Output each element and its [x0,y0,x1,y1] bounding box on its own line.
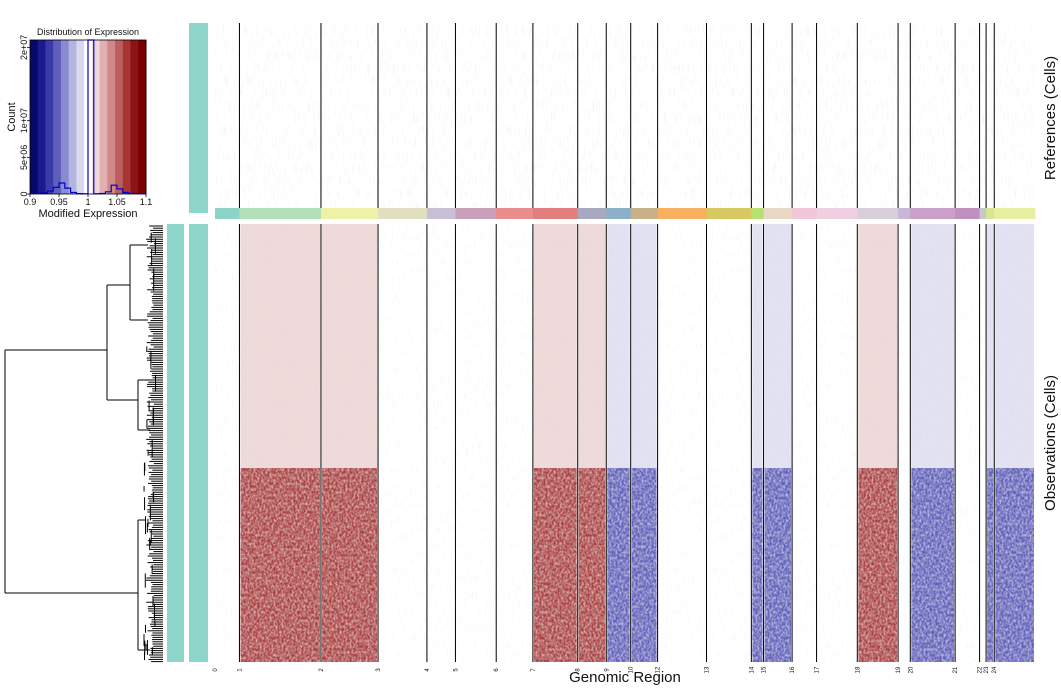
key-color-swatch [99,40,108,194]
key-x-tick-label: 1 [85,197,90,207]
chromosome-strip-segment [979,208,987,219]
chromosome-label: 21 [953,666,959,673]
chromosome-strip-segment [792,208,817,219]
chromosome-label: 0 [213,668,219,672]
reference-heatmap [215,23,1035,213]
key-color-swatch [138,40,147,194]
chromosome-strip-segment [994,208,1036,219]
observations-label: Observations (Cells) [1042,375,1059,511]
key-y-tick-label: 1e+07 [19,108,29,133]
chromosome-strip-segment [816,208,858,219]
chromosome-label: 13 [705,666,711,673]
chromosome-label: 1 [237,668,243,672]
key-color-swatch [107,40,116,194]
key-y-tick-label: 0 [19,191,29,196]
chromosome-strip-segment [606,208,632,219]
key-y-tick-label: 2e+07 [19,35,29,60]
key-histogram-line [29,39,147,195]
chromosome-label: 17 [815,666,821,673]
chromosome-label: 15 [762,666,768,673]
key-color-swatch [115,40,124,194]
chromosome-color-strip [215,208,1036,219]
chromosome-strip-segment [986,208,995,219]
chromosome-label: 3 [376,668,382,672]
key-color-swatch [68,40,77,194]
chromosome-label: 2 [319,668,325,672]
chromosome-strip-segment [706,208,752,219]
chromosome-label: 4 [425,668,431,672]
key-ylabel: Count [6,102,18,131]
key-color-swatch [130,40,139,194]
key-y-tick-label: 5e+06 [19,145,29,170]
references-label: References (Cells) [1042,56,1059,180]
chromosome-label: 14 [749,666,755,673]
chromosome-label: 5 [453,668,459,672]
key-x-tick-label: 0.9 [24,197,37,207]
key-color-swatch [91,40,101,194]
chromosome-label: 20 [908,666,914,673]
chromosome-strip-segment [239,208,322,219]
chromosome-strip-segment [426,208,456,219]
chromosome-label: 10 [629,666,635,673]
chromosome-strip-segment [898,208,911,219]
chromosome-label: 9 [604,668,610,672]
chromosome-strip-segment [657,208,707,219]
chromosome-strip-segment [955,208,980,219]
chromosome-strip-segment [532,208,579,219]
chromosome-strip-segment [378,208,428,219]
chromosome-strip-segment [910,208,956,219]
chromosome-strip-segment [763,208,793,219]
key-title: Distribution of Expression [37,27,139,37]
chromosome-label: 8 [576,668,582,672]
chromosome-strip-segment [577,208,607,219]
reference-annotation-bar [189,23,208,213]
chromosome-label: 7 [531,668,537,672]
observation-heatmap [215,224,1035,662]
key-color-swatch [45,40,54,194]
key-color-swatch [30,40,39,194]
key-x-tick-label: 0.95 [50,197,68,207]
color-key-histogram: Distribution of Expression 0.9 0.95 1 1.05 1… [6,27,152,220]
reference-speckle [215,23,1035,213]
chromosome-label: 23 [984,666,990,673]
chromosome-label: 24 [992,666,998,673]
chromosome-label: 12 [656,666,662,673]
key-xlabel: Modified Expression [38,208,137,220]
observation-chromosome-dividers [238,224,995,662]
key-color-swatch [37,40,46,194]
chromosome-strip-segment [215,208,240,219]
genomic-region-label: Genomic Region [569,669,681,686]
key-color-swatch [53,40,62,194]
key-x-tick-label: 1.05 [108,197,126,207]
key-x-tick-label: 1.1 [140,197,153,207]
chromosome-strip-segment [857,208,899,219]
histogram-step-line [29,39,147,195]
chromosome-strip-segment [455,208,497,219]
chromosome-strip-segment [496,208,534,219]
chromosome-label: 19 [896,666,902,673]
key-x-ticks: 0.9 0.95 1 1.05 1.1 [24,194,153,207]
observation-speckle [215,224,1035,662]
observation-group-bar-1 [167,224,184,662]
chromosome-label: 16 [790,666,796,673]
chromosome-strip-segment [751,208,764,219]
key-color-swatch [122,40,132,194]
chromosome-strip-segment [320,208,379,219]
observation-dendrogram [4,225,163,663]
chromosome-labels: 0 1 2 3 4 5 6 7 8 9 10 12 13 14 15 16 17 18 19 20 21 22 23 24 [213,666,998,673]
reference-chromosome-dividers [238,23,995,213]
key-y-ticks: 0 5e+06 1e+07 2e+07 [19,35,30,197]
key-color-swatch [76,40,85,194]
observation-group-bar-2 [189,224,208,662]
chromosome-strip-segment [630,208,658,219]
chromosome-label: 22 [978,666,984,673]
key-color-swatch [60,40,70,194]
chromosome-label: 18 [855,666,861,673]
chromosome-label: 6 [494,668,500,672]
